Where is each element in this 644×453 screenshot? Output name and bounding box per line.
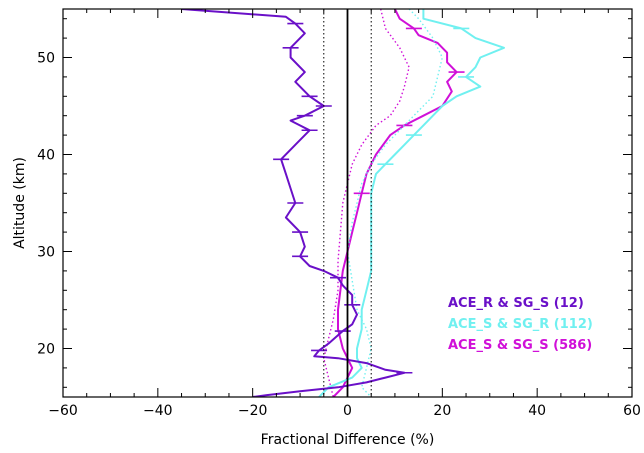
y-axis-label: Altitude (km) xyxy=(12,157,28,249)
x-tick-labels: −60 −40 −20 0 20 40 60 xyxy=(48,403,641,419)
series-1-mean-line xyxy=(318,9,505,397)
series-2-mean-line xyxy=(332,9,458,397)
y-tick-label: 20 xyxy=(37,342,55,358)
x-tick-label: 40 xyxy=(528,403,546,419)
legend-entry-2: ACE_S & SG_S (586) xyxy=(448,338,592,353)
series-1-dotted-line xyxy=(346,9,444,397)
series-2-dotted-line xyxy=(323,9,410,397)
y-tick-label: 50 xyxy=(37,51,55,67)
legend: ACE_R & SG_S (12) ACE_S & SG_R (112) ACE… xyxy=(448,296,593,353)
x-tick-label: 60 xyxy=(623,403,641,419)
x-tick-label: −20 xyxy=(238,403,268,419)
x-axis-label: Fractional Difference (%) xyxy=(261,432,435,448)
x-tick-label: −60 xyxy=(48,403,78,419)
x-tick-label: 20 xyxy=(433,403,451,419)
y-tick-label: 30 xyxy=(37,245,55,261)
axis-ticks-layer xyxy=(62,9,633,397)
x-tick-label: −40 xyxy=(143,403,173,419)
legend-entry-0: ACE_R & SG_S (12) xyxy=(448,296,584,311)
series-0-mean-line xyxy=(181,9,406,397)
x-tick-label: 0 xyxy=(343,403,352,419)
y-tick-labels: 20 30 40 50 xyxy=(37,51,55,358)
legend-entry-1: ACE_S & SG_R (112) xyxy=(448,317,593,332)
reference-lines-layer xyxy=(323,9,372,397)
y-tick-label: 40 xyxy=(37,148,55,164)
